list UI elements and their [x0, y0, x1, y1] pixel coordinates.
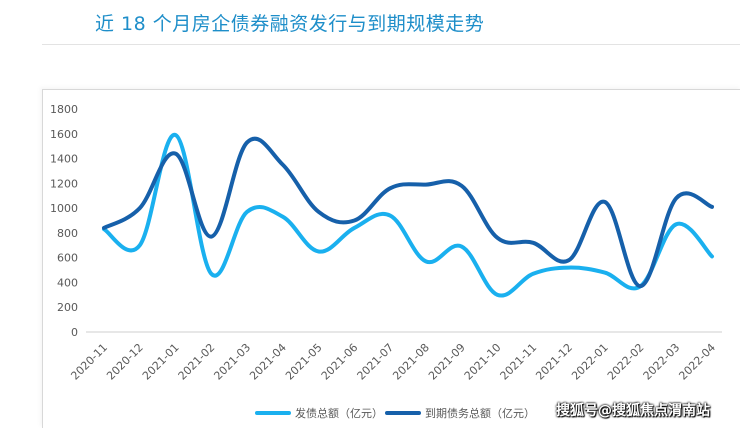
series-1-point: [674, 222, 678, 226]
y-tick-label: 800: [57, 227, 78, 240]
x-tick-label: 2021-03: [211, 341, 253, 383]
series-2-point: [674, 196, 678, 200]
series-1-point: [245, 210, 249, 214]
series-2-point: [424, 183, 428, 187]
series-1-point: [603, 271, 607, 275]
x-tick-label: 2021-01: [140, 341, 182, 383]
x-tick-label: 2021-09: [426, 341, 468, 383]
legend-label-1: 发债总额（亿元）: [295, 406, 383, 420]
x-tick-label: 2021-10: [462, 341, 504, 383]
x-tick-label: 2021-06: [319, 341, 361, 383]
series-1-point: [710, 254, 714, 258]
series-line-2: [102, 136, 714, 289]
y-tick-label: 200: [57, 301, 78, 314]
series-2-point: [317, 210, 321, 214]
series-1-point: [424, 259, 428, 263]
series-1-point: [531, 272, 535, 276]
y-tick-label: 1800: [50, 103, 78, 116]
series-1-point: [209, 272, 213, 276]
x-tick-label: 2022-03: [641, 341, 683, 383]
y-tick-label: 1600: [50, 128, 78, 141]
x-tick-label: 2022-02: [605, 341, 647, 383]
y-tick-label: 0: [71, 326, 78, 339]
series-2-point: [281, 163, 285, 167]
series-2-point: [460, 184, 464, 188]
x-tick-label: 2021-08: [390, 341, 432, 383]
y-tick-label: 600: [57, 252, 78, 265]
series-2-point: [603, 200, 607, 204]
x-tick-label: 2021-07: [355, 341, 397, 383]
series-2-point: [495, 236, 499, 240]
x-tick-label: 2020-12: [104, 341, 146, 383]
series-1-point: [388, 214, 392, 218]
y-tick-label: 1000: [50, 202, 78, 215]
series-1-point: [460, 245, 464, 249]
series-1-point: [174, 133, 178, 137]
series-2-point: [567, 258, 571, 262]
series-2-point: [710, 205, 714, 209]
series-2-point: [245, 140, 249, 144]
title-divider: [42, 44, 740, 45]
series-2-point: [209, 235, 213, 239]
series-1-point: [281, 215, 285, 219]
watermark-text: 搜狐号@搜狐焦点渭南站: [556, 403, 710, 419]
x-tick-label: 2021-02: [176, 341, 218, 383]
series-2-point: [138, 206, 142, 210]
series-2-point: [352, 219, 356, 223]
chart-title: 近 18 个月房企债券融资发行与到期规模走势: [95, 13, 485, 35]
x-tick-label: 2022-01: [569, 341, 611, 383]
y-tick-label: 1200: [50, 177, 78, 190]
series-1-point: [317, 249, 321, 253]
y-tick-label: 1400: [50, 153, 78, 166]
chart-frame: [42, 89, 740, 428]
series-2-point: [388, 186, 392, 190]
x-tick-label: 2021-12: [533, 341, 575, 383]
series-2-point: [174, 152, 178, 156]
x-tick-label: 2021-11: [498, 341, 540, 383]
x-tick-label: 2021-04: [247, 341, 289, 383]
series-2-point: [102, 226, 106, 230]
y-tick-label: 400: [57, 276, 78, 289]
x-tick-label: 2021-05: [283, 341, 325, 383]
series-2-point: [638, 284, 642, 288]
series-1-point: [352, 226, 356, 230]
x-tick-label: 2020-11: [68, 341, 110, 383]
legend-label-2: 到期债务总额（亿元）: [425, 406, 535, 420]
series-line-1: [102, 133, 714, 298]
series-1-point: [138, 243, 142, 247]
x-tick-label: 2022-04: [676, 341, 718, 383]
series-1-point: [495, 293, 499, 297]
series-1-point: [567, 266, 571, 270]
series-2-point: [531, 241, 535, 245]
